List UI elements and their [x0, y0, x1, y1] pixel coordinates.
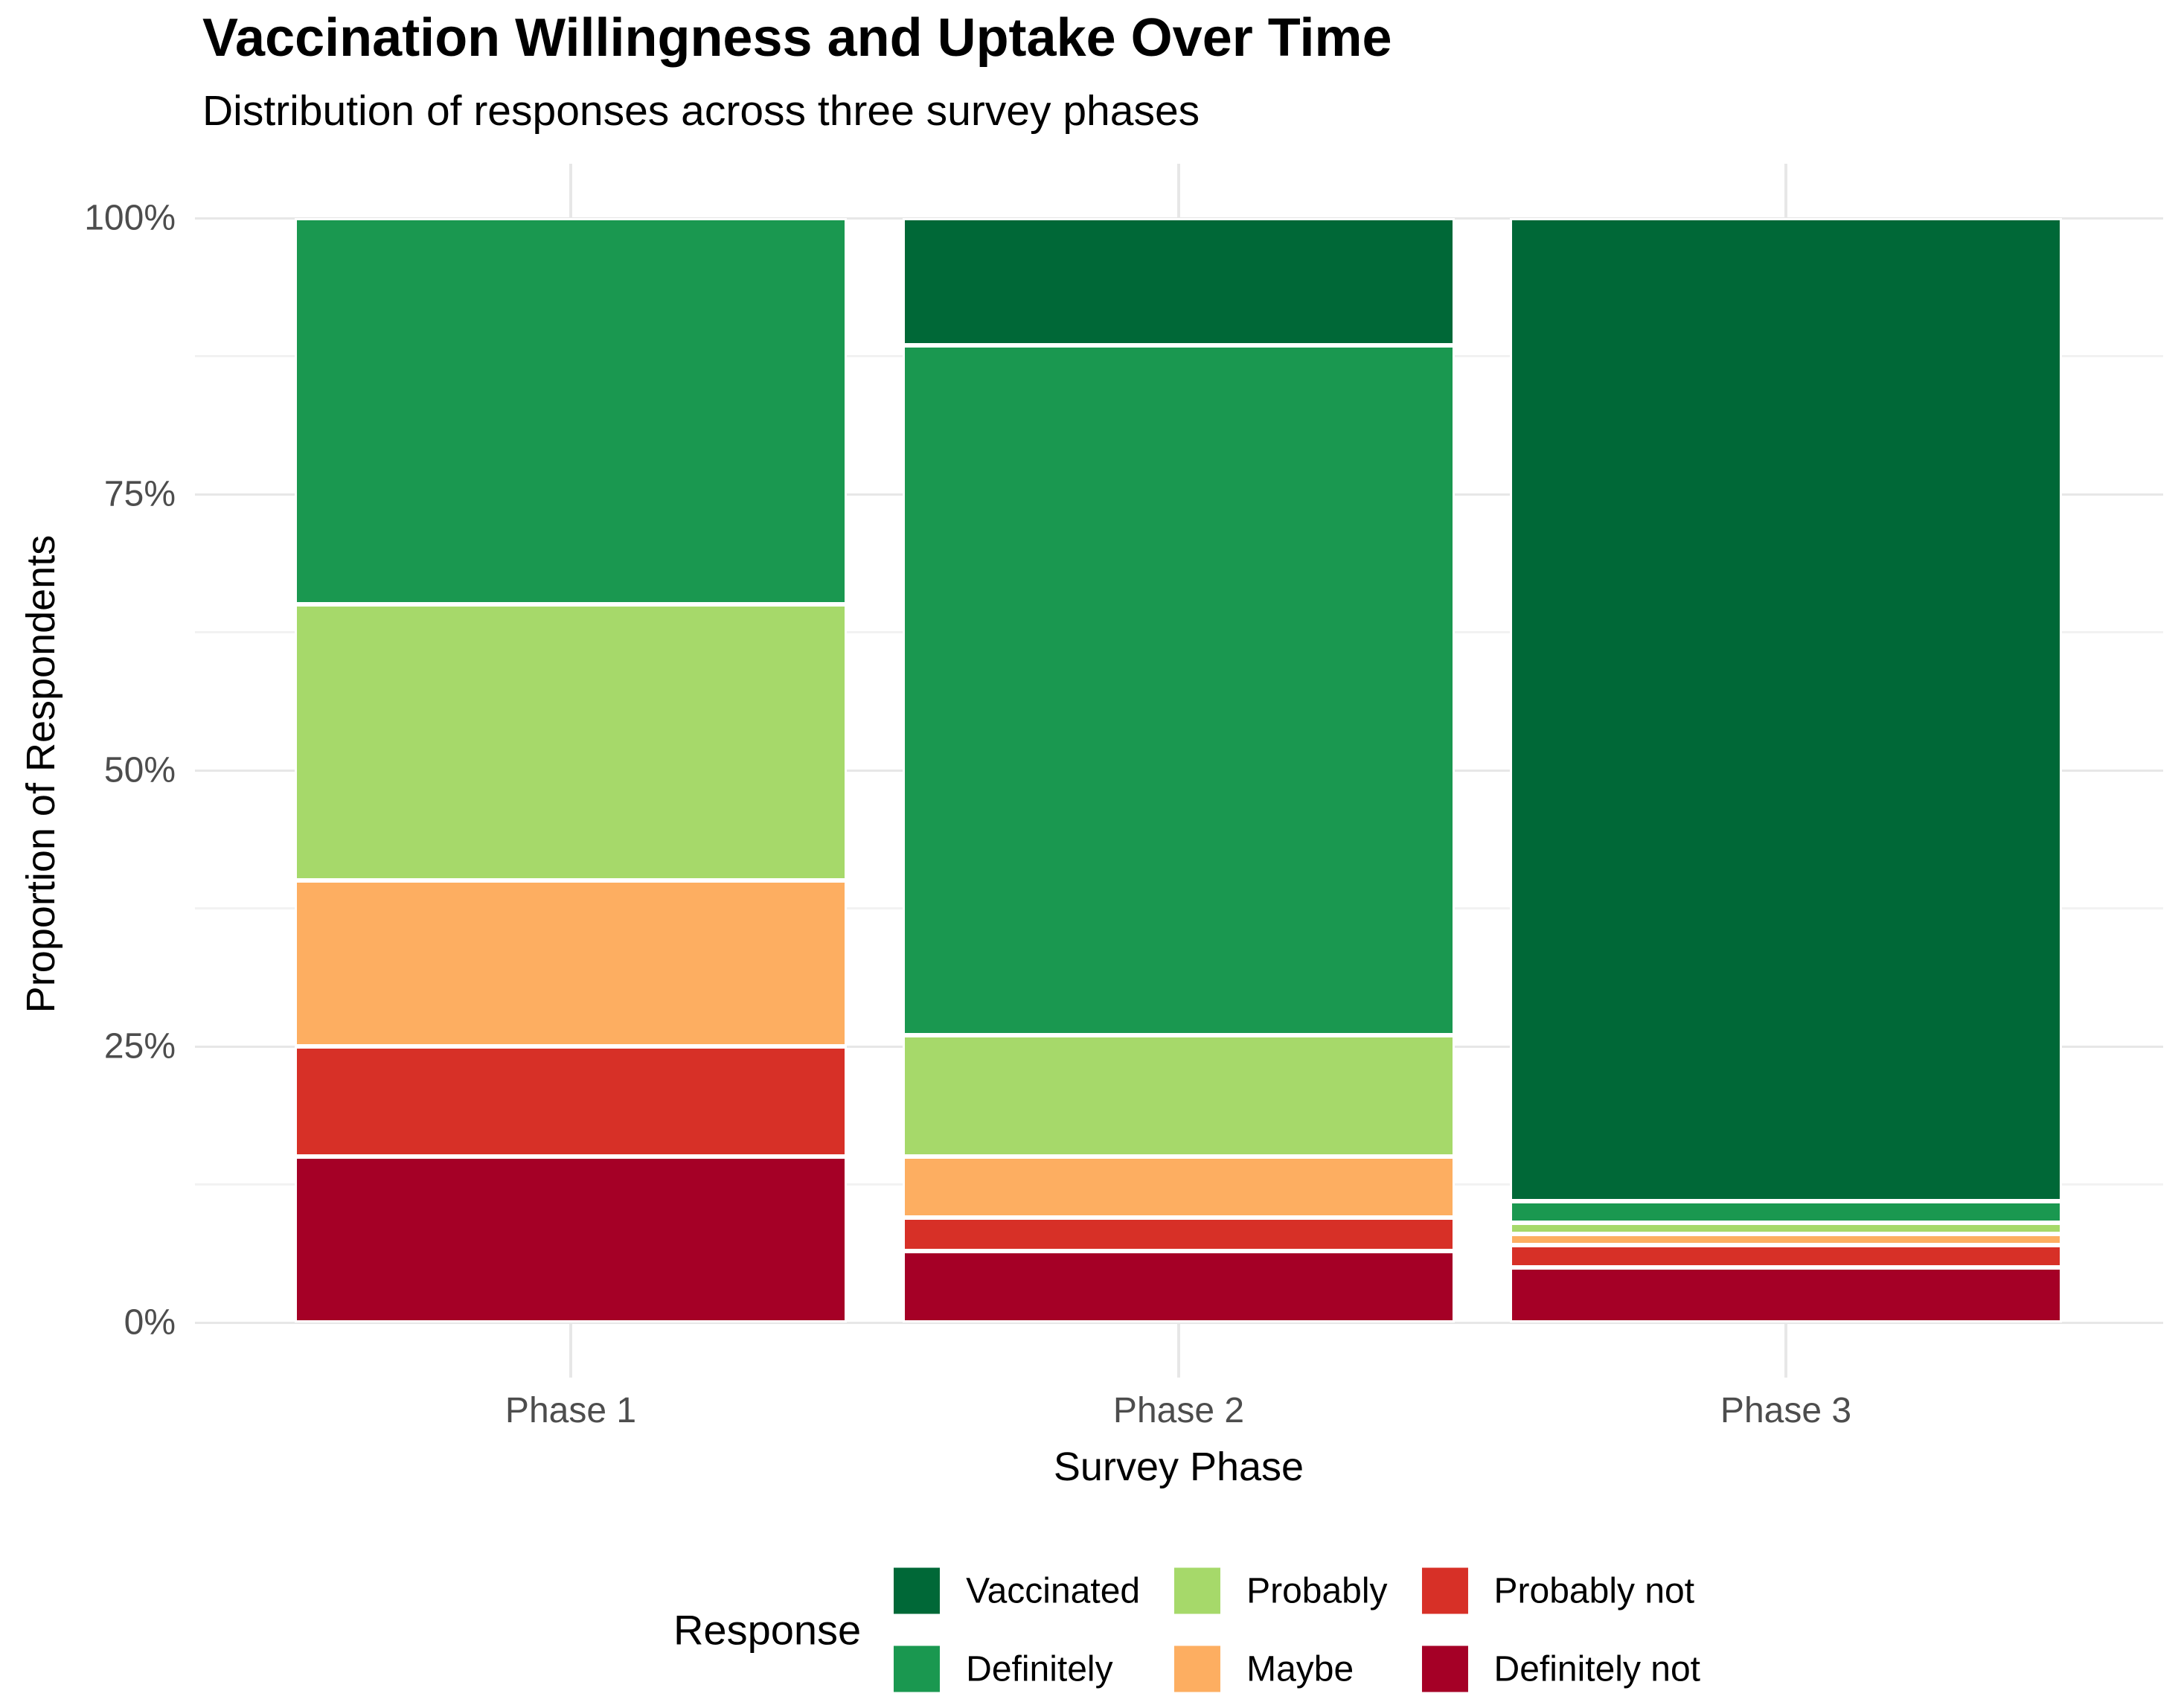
segment-probably-phase-3	[1510, 1223, 2062, 1235]
y-tick-label-50: 50%	[103, 750, 176, 790]
legend-entry-definitely: Definitely	[894, 1645, 1140, 1692]
segment-probably-phase-1	[295, 604, 847, 881]
legend-label-definitely-not: Definitely not	[1493, 1649, 1701, 1689]
legend-entry-probably: Probably	[1174, 1567, 1388, 1614]
segment-maybe-phase-3	[1510, 1234, 2062, 1246]
segment-maybe-phase-2	[903, 1157, 1455, 1218]
x-tick-label-phase-1: Phase 1	[505, 1391, 637, 1430]
y-tick-label-100: 100%	[84, 198, 176, 238]
legend-swatch-vaccinated	[894, 1567, 941, 1614]
legend-label-maybe: Maybe	[1246, 1649, 1354, 1689]
legend-column-3: Probably not Definitely not	[1421, 1567, 1701, 1692]
segment-definitely-not-phase-2	[903, 1250, 1455, 1322]
x-tick-label-phase-3: Phase 3	[1720, 1391, 1852, 1430]
legend: Response Vaccinated Definitely Probably May…	[673, 1567, 1701, 1692]
segment-definitely-phase-1	[295, 218, 847, 605]
legend-column-2: Probably Maybe	[1174, 1567, 1388, 1692]
legend-label-definitely: Definitely	[966, 1649, 1113, 1689]
segment-maybe-phase-1	[295, 880, 847, 1046]
y-tick-label-75: 75%	[103, 474, 176, 514]
segment-definitely-phase-2	[903, 345, 1455, 1036]
legend-swatch-definitely-not	[1421, 1645, 1468, 1692]
legend-swatch-probably-not	[1421, 1567, 1468, 1614]
legend-entry-probably-not: Probably not	[1421, 1567, 1700, 1614]
legend-swatch-definitely	[894, 1645, 941, 1692]
x-tick-label-phase-2: Phase 2	[1112, 1391, 1245, 1430]
y-tick-label-25: 25%	[103, 1026, 176, 1066]
legend-label-vaccinated: Vaccinated	[966, 1571, 1141, 1611]
segment-probably-not-phase-1	[295, 1046, 847, 1157]
legend-entries: Vaccinated Definitely Probably Maybe Probabl…	[894, 1567, 1701, 1692]
legend-swatch-probably	[1174, 1567, 1221, 1614]
bar-phase-1	[295, 218, 847, 1322]
segment-definitely-not-phase-3	[1510, 1267, 2062, 1322]
legend-entry-definitely-not: Definitely not	[1421, 1645, 1701, 1692]
y-axis-title: Proportion of Respondents	[19, 534, 63, 1014]
legend-label-probably: Probably	[1246, 1571, 1388, 1611]
segment-definitely-phase-3	[1510, 1200, 2062, 1224]
segment-probably-phase-2	[903, 1035, 1455, 1157]
plot-panel: 0% 25% 50% 75% 100% Phase 1 Phase 2 Phase 3	[84, 164, 2163, 1430]
legend-column-1: Vaccinated Definitely	[894, 1567, 1141, 1692]
segment-probably-not-phase-3	[1510, 1245, 2062, 1267]
x-axis-title: Survey Phase	[1053, 1445, 1304, 1489]
segment-probably-not-phase-2	[903, 1218, 1455, 1251]
legend-swatch-maybe	[1174, 1645, 1221, 1692]
bar-phase-2	[903, 218, 1455, 1322]
y-tick-label-0: 0%	[124, 1302, 176, 1343]
legend-label-probably-not: Probably not	[1493, 1571, 1695, 1611]
bar-phase-3	[1510, 218, 2062, 1322]
segment-definitely-not-phase-1	[295, 1157, 847, 1322]
legend-entry-vaccinated: Vaccinated	[894, 1567, 1141, 1614]
segment-vaccinated-phase-2	[903, 218, 1455, 345]
legend-entry-maybe: Maybe	[1174, 1645, 1387, 1692]
segment-vaccinated-phase-3	[1510, 218, 2062, 1201]
legend-title: Response	[673, 1606, 862, 1654]
chart-title: Vaccination Willingness and Uptake Over …	[202, 8, 1392, 68]
chart-subtitle: Distribution of responses across three s…	[202, 87, 1200, 135]
